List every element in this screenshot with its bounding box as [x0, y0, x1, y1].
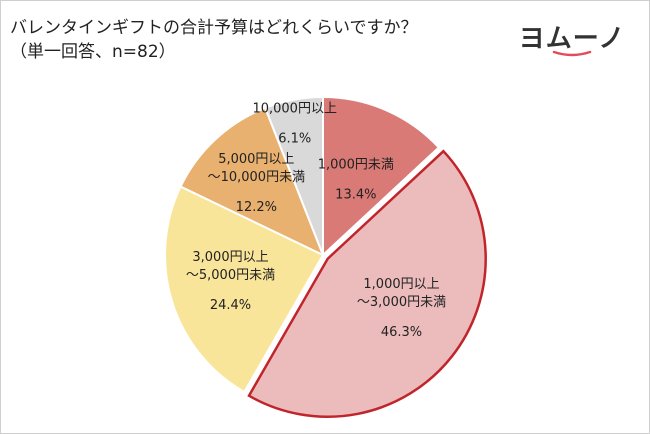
- slice-label-2: 1,000円以上 ～3,000円未満 46.3%: [357, 277, 446, 340]
- slice-value-label: 46.3%: [381, 325, 422, 340]
- slice-category-label: ～10,000円未満: [208, 170, 306, 185]
- slice-label-1: 1,000円未満 13.4%: [318, 158, 394, 203]
- slice-category-label: 1,000円未満: [318, 158, 394, 173]
- chart-title-block: バレンタインギフトの合計予算はどれくらいですか？ （単一回答、n=82）: [10, 16, 418, 64]
- slice-category-label: 3,000円以上: [192, 250, 268, 265]
- pie-slice-3: [164, 185, 325, 394]
- slice-value-label: 13.4%: [335, 188, 376, 203]
- chart-subtitle: （単一回答、n=82）: [10, 42, 176, 62]
- slice-category-label: ～3,000円未満: [357, 295, 446, 310]
- slice-category-label: 1,000円以上: [363, 277, 439, 292]
- slice-value-label: 6.1%: [278, 131, 311, 146]
- logo-text: ヨムーノ: [519, 24, 625, 54]
- slice-label-4: 5,000円以上 ～10,000円未満 12.2%: [208, 152, 306, 215]
- pie-slice-2: [247, 149, 487, 418]
- pie-slice-4: [179, 106, 325, 258]
- pie-slice-5: [263, 95, 324, 256]
- slice-category-label: ～5,000円未満: [186, 268, 275, 283]
- yomuno-logo: ヨムーノ: [519, 24, 625, 57]
- slice-value-label: 24.4%: [210, 298, 251, 313]
- slice-category-label: 10,000円以上: [252, 101, 337, 116]
- slice-value-label: 12.2%: [236, 200, 277, 215]
- slice-category-label: 5,000円以上: [218, 152, 294, 167]
- chart-title: バレンタインギフトの合計予算はどれくらいですか？: [10, 18, 418, 38]
- slice-label-5: 10,000円以上 6.1%: [252, 101, 337, 146]
- slice-label-3: 3,000円以上 ～5,000円未満 24.4%: [186, 250, 275, 313]
- pie-slice-1: [322, 95, 441, 258]
- logo-accent-mark: [552, 50, 592, 57]
